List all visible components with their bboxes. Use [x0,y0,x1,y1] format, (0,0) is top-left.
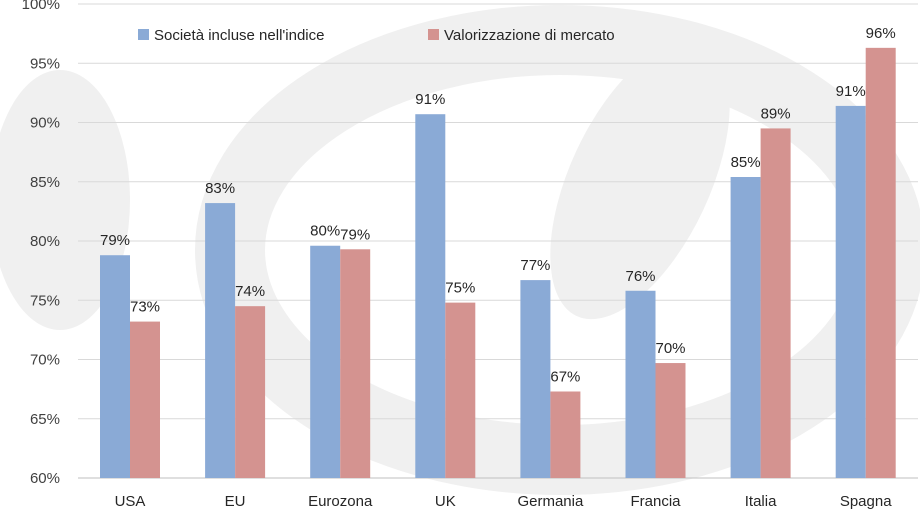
data-label: 91% [415,91,445,108]
legend: Società incluse nell'indice Valorizzazion… [138,27,615,44]
y-tick-label: 95% [30,55,60,72]
bar-valorizzazione [760,128,791,479]
data-label: 74% [235,283,265,300]
y-tick-label: 85% [30,174,60,191]
y-tick-label: 70% [30,352,60,369]
bar-societa [835,105,866,478]
data-label: 96% [866,25,896,42]
y-tick-label: 60% [30,470,60,487]
y-tick-label: 80% [30,233,60,250]
data-label: 76% [625,268,655,285]
bar-valorizzazione [655,363,686,478]
x-tick-label: EU [225,493,246,510]
y-axis-tick-labels: 60% 65% 70% 75% 80% 85% 90% 95% 100% [22,0,60,487]
bar-societa [100,255,130,478]
legend-label: Valorizzazione di mercato [444,27,615,44]
data-label: 79% [100,232,130,249]
x-tick-label: USA [115,493,146,510]
data-label: 75% [445,280,475,297]
y-tick-label: 100% [22,0,60,13]
legend-swatch [428,29,439,40]
bar-societa [310,245,341,478]
data-label: 91% [836,83,866,100]
bar-valorizzazione [340,249,371,478]
bar-valorizzazione [550,391,581,478]
x-tick-label: Francia [630,493,681,510]
bar-valorizzazione [130,321,160,478]
bar-societa [625,290,656,478]
legend-swatch [138,29,149,40]
data-label: 83% [205,180,235,197]
x-tick-label: Eurozona [308,493,373,510]
x-tick-label: Germania [517,493,584,510]
data-label: 70% [655,340,685,357]
x-tick-label: Italia [745,493,777,510]
y-tick-label: 90% [30,115,60,132]
bar-societa [730,177,761,478]
data-label: 80% [310,223,340,240]
data-label: 77% [520,257,550,274]
bar-societa [415,114,446,478]
x-tick-label: Spagna [840,493,892,510]
bar-valorizzazione [445,302,476,478]
bar-valorizzazione [865,47,896,478]
data-label: 73% [130,299,160,316]
data-label: 79% [340,226,370,243]
y-tick-label: 75% [30,292,60,309]
data-label: 85% [731,154,761,171]
bar-valorizzazione [235,306,266,478]
x-tick-label: UK [435,493,456,510]
bar-societa [205,203,236,478]
bar-societa [520,280,551,478]
legend-label: Società incluse nell'indice [154,27,324,44]
data-labels: 79%73%83%74%80% 79%91%75%77%67%76%70%85%8… [100,25,896,386]
data-label: 89% [761,105,791,122]
x-axis-tick-labels: USA EU Eurozona UK Germania Francia Italia Spag… [115,493,893,510]
y-tick-label: 65% [30,411,60,428]
data-label: 67% [550,368,580,385]
bars [100,47,896,479]
